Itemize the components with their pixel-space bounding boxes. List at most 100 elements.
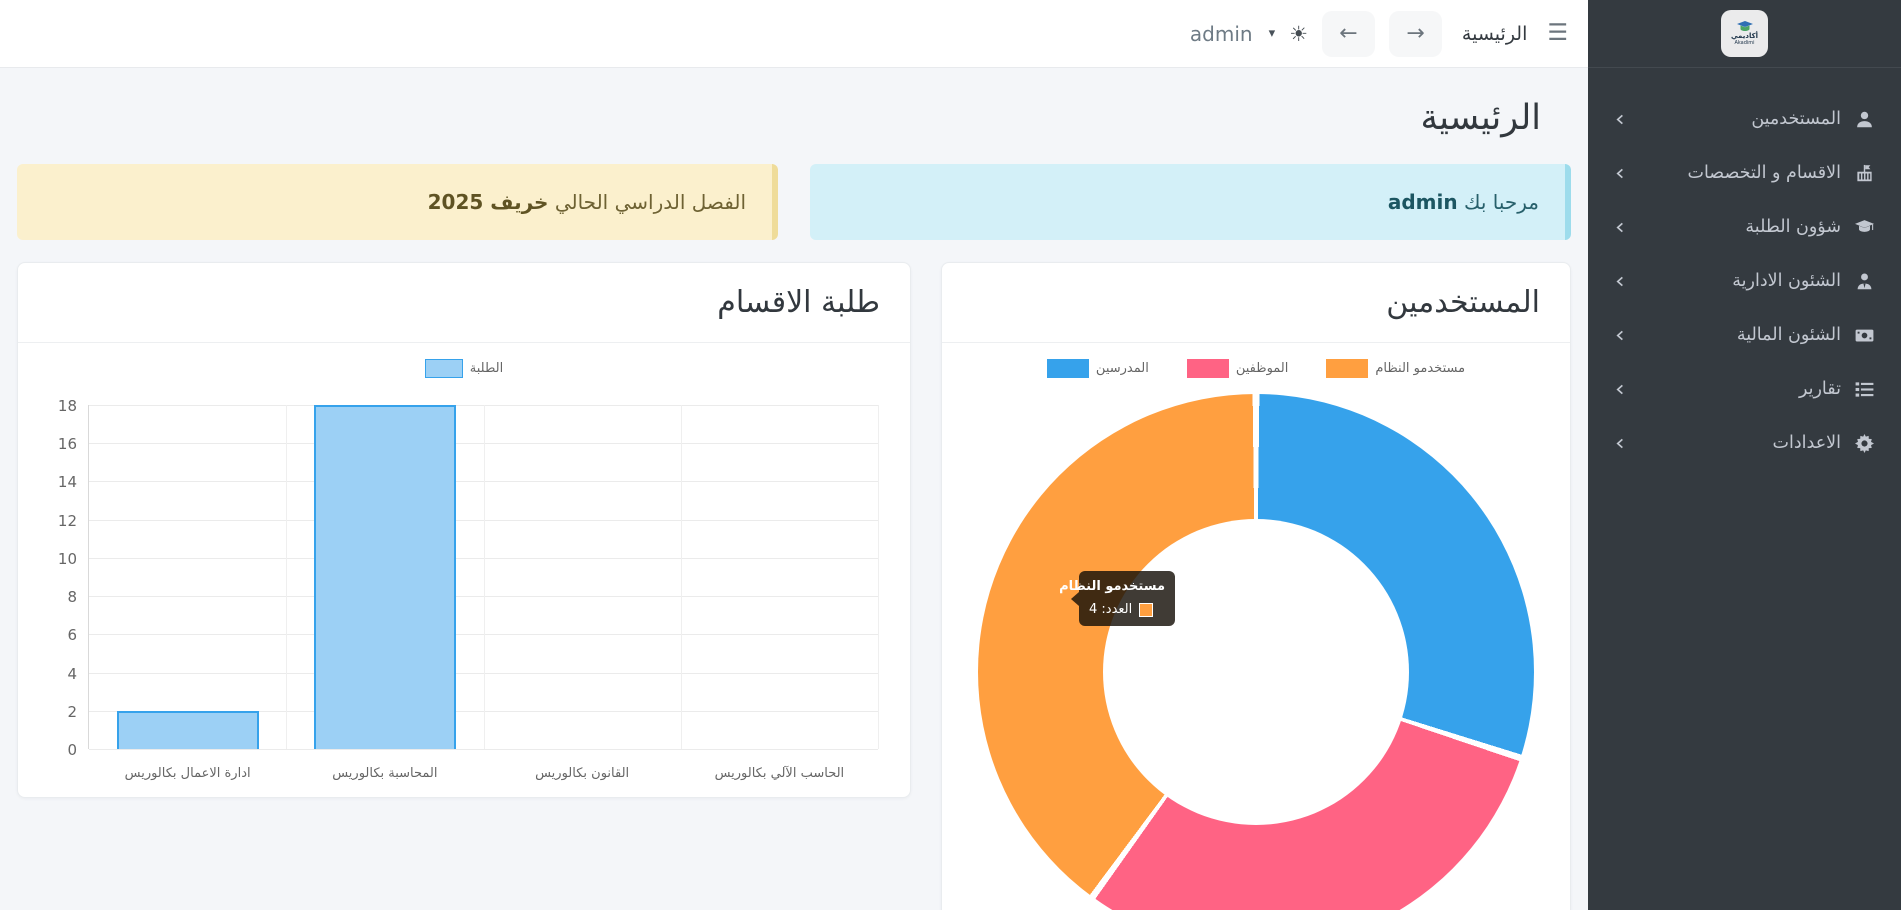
sidebar-item-label: الشئون الادارية [1732, 271, 1841, 291]
app-logo: أكاديمي Akadimi [1721, 10, 1768, 57]
graduation-cap-logo-icon [1736, 21, 1753, 31]
legend-label: المدرسين [1095, 361, 1149, 376]
theme-toggle-sun-icon[interactable]: ☀ [1289, 21, 1308, 46]
y-axis-tick: 0 [67, 741, 77, 759]
topbar: ☰ الرئيسية admin ▾ ☀ ← → [0, 0, 1588, 68]
y-axis-tick: 4 [67, 664, 77, 683]
sidebar-item-label: شؤون الطلبة [1745, 217, 1841, 237]
tooltip-value-label: العدد: 4 [1089, 602, 1133, 617]
cards-row: المستخدمين المدرسين الموظفين مستخدمو النظا… [17, 262, 1571, 910]
nav-back-button[interactable]: ← [1321, 10, 1375, 57]
sidebar-item-4[interactable]: الشئون المالية [1602, 308, 1887, 362]
welcome-banner-user: admin [1387, 190, 1458, 214]
donut-legend: المدرسين الموظفين مستخدمو النظام [942, 359, 1570, 378]
chevron-left-icon [1614, 167, 1627, 180]
bar-card-header: طلبة الاقسام [18, 263, 910, 343]
x-axis-label: ادارة الاعمال بكالوريس [124, 766, 251, 781]
page-title: الرئيسية [1420, 98, 1541, 138]
welcome-banner-text: مرحبا بك [1463, 190, 1539, 214]
department-students-card: طلبة الاقسام الطلبة 18 16 14 12 10 8 6 4 2 0 ادارة… [17, 262, 911, 798]
page-content: الرئيسية مرحبا بك admin الفصل الدراسي ال… [0, 68, 1588, 910]
nav-forward-button[interactable]: → [1388, 10, 1442, 57]
sidebar-menu: المستخدمين الاقسام و التخصصات شؤون الطلبة ا… [1588, 68, 1901, 494]
chevron-down-icon: ▾ [1268, 26, 1276, 41]
bar-column: ادارة الاعمال بكالوريس [89, 405, 286, 781]
x-gridline [878, 405, 879, 749]
sidebar-toggle-icon[interactable]: ☰ [1547, 20, 1568, 46]
sidebar-item-label: المستخدمين [1751, 109, 1841, 129]
x-gridline [483, 405, 485, 749]
x-axis-label: القانون بكالوريس [535, 766, 630, 781]
graduation-cap-icon [1854, 218, 1875, 237]
x-gridline [286, 405, 288, 749]
sidebar: أكاديمي Akadimi المستخدمين الاقسام و التخ… [1588, 0, 1901, 910]
right-arrow-icon: → [1406, 21, 1425, 46]
y-axis-tick: 6 [67, 626, 77, 645]
welcome-banner: مرحبا بك admin [810, 164, 1571, 240]
bar-legend-label: الطلبة [469, 361, 504, 376]
list-icon [1854, 380, 1875, 399]
chevron-left-icon [1614, 113, 1627, 126]
sidebar-item-label: الشئون المالية [1736, 325, 1841, 345]
legend-label: الموظفين [1235, 361, 1289, 376]
sidebar-item-6[interactable]: الاعدادات [1602, 416, 1887, 470]
y-axis-tick: 10 [57, 549, 77, 568]
main-column: ☰ الرئيسية admin ▾ ☀ ← → الرئيسية مرحبا … [0, 0, 1588, 910]
legend-color-swatch [1186, 359, 1229, 378]
bar-column: الحاسب الآلي بكالوريس [681, 405, 878, 781]
bar-card-title: طلبة الاقسام [717, 285, 880, 320]
sidebar-item-0[interactable]: المستخدمين [1602, 92, 1887, 146]
term-banner-text: الفصل الدراسي الحالي [554, 190, 746, 214]
x-axis-label: المحاسبة بكالوريس [332, 766, 438, 781]
sidebar-brand[interactable]: أكاديمي Akadimi [1588, 0, 1901, 68]
users-chart-card: المستخدمين المدرسين الموظفين مستخدمو النظا… [941, 262, 1571, 910]
donut-legend-item-2[interactable]: مستخدمو النظام [1326, 359, 1465, 378]
y-axis-tick: 8 [67, 588, 77, 607]
donut-legend-item-1[interactable]: الموظفين [1186, 359, 1289, 378]
donut-legend-item-0[interactable]: المدرسين [1046, 359, 1149, 378]
user-menu[interactable]: admin ▾ [1190, 22, 1275, 46]
chevron-left-icon [1614, 383, 1627, 396]
sidebar-item-5[interactable]: تقارير [1602, 362, 1887, 416]
term-banner: الفصل الدراسي الحالي خريف 2025 [17, 164, 778, 240]
banner-row: مرحبا بك admin الفصل الدراسي الحالي خريف… [17, 164, 1571, 240]
app-logo-name-ar: أكاديمي [1730, 32, 1759, 40]
y-axis-tick: 18 [57, 397, 77, 415]
y-axis-tick: 2 [67, 702, 77, 721]
user-tie-icon [1854, 272, 1875, 291]
students-bar-chart[interactable]: الطلبة 18 16 14 12 10 8 6 4 2 0 ادارة الاعمال بكال… [44, 353, 884, 791]
legend-color-swatch [1046, 359, 1089, 378]
user-icon [1854, 110, 1875, 129]
chevron-left-icon [1614, 275, 1627, 288]
tooltip-color-swatch [1139, 602, 1154, 617]
topbar-home-link[interactable]: الرئيسية [1461, 22, 1528, 45]
y-axis-tick: 12 [57, 511, 77, 530]
bar-card-body: الطلبة 18 16 14 12 10 8 6 4 2 0 ادارة الاعمال بكال… [18, 343, 910, 791]
chevron-left-icon [1614, 437, 1627, 450]
y-axis-tick: 16 [57, 435, 77, 454]
chevron-left-icon [1614, 329, 1627, 342]
tooltip-row: العدد: 4 [1089, 602, 1165, 617]
bar-plot-area: 18 16 14 12 10 8 6 4 2 0 ادارة الاعمال بكالوريس الم… [58, 397, 879, 781]
bar-legend-swatch [424, 359, 463, 378]
y-axis-tick: 14 [57, 473, 77, 492]
legend-color-swatch [1326, 359, 1369, 378]
money-icon [1854, 326, 1875, 345]
bar-1[interactable] [313, 405, 456, 749]
topbar-left-group: admin ▾ ☀ ← → [1190, 10, 1442, 57]
users-donut-chart[interactable] [978, 394, 1534, 910]
user-name: admin [1189, 21, 1253, 46]
sidebar-item-3[interactable]: الشئون الادارية [1602, 254, 1887, 308]
x-axis-label: الحاسب الآلي بكالوريس [714, 766, 845, 781]
sidebar-item-label: تقارير [1798, 379, 1841, 399]
y-gridline: 0 [67, 741, 878, 759]
sidebar-item-2[interactable]: شؤون الطلبة [1602, 200, 1887, 254]
left-arrow-icon: ← [1339, 21, 1358, 46]
app-logo-name-en: Akadimi [1734, 40, 1755, 46]
legend-label: مستخدمو النظام [1375, 361, 1466, 376]
sidebar-item-1[interactable]: الاقسام و التخصصات [1602, 146, 1887, 200]
building-icon [1854, 164, 1875, 183]
bar-0[interactable] [116, 710, 259, 749]
bar-legend: الطلبة [44, 359, 884, 378]
tooltip-title: مستخدمو النظام [1059, 579, 1165, 594]
